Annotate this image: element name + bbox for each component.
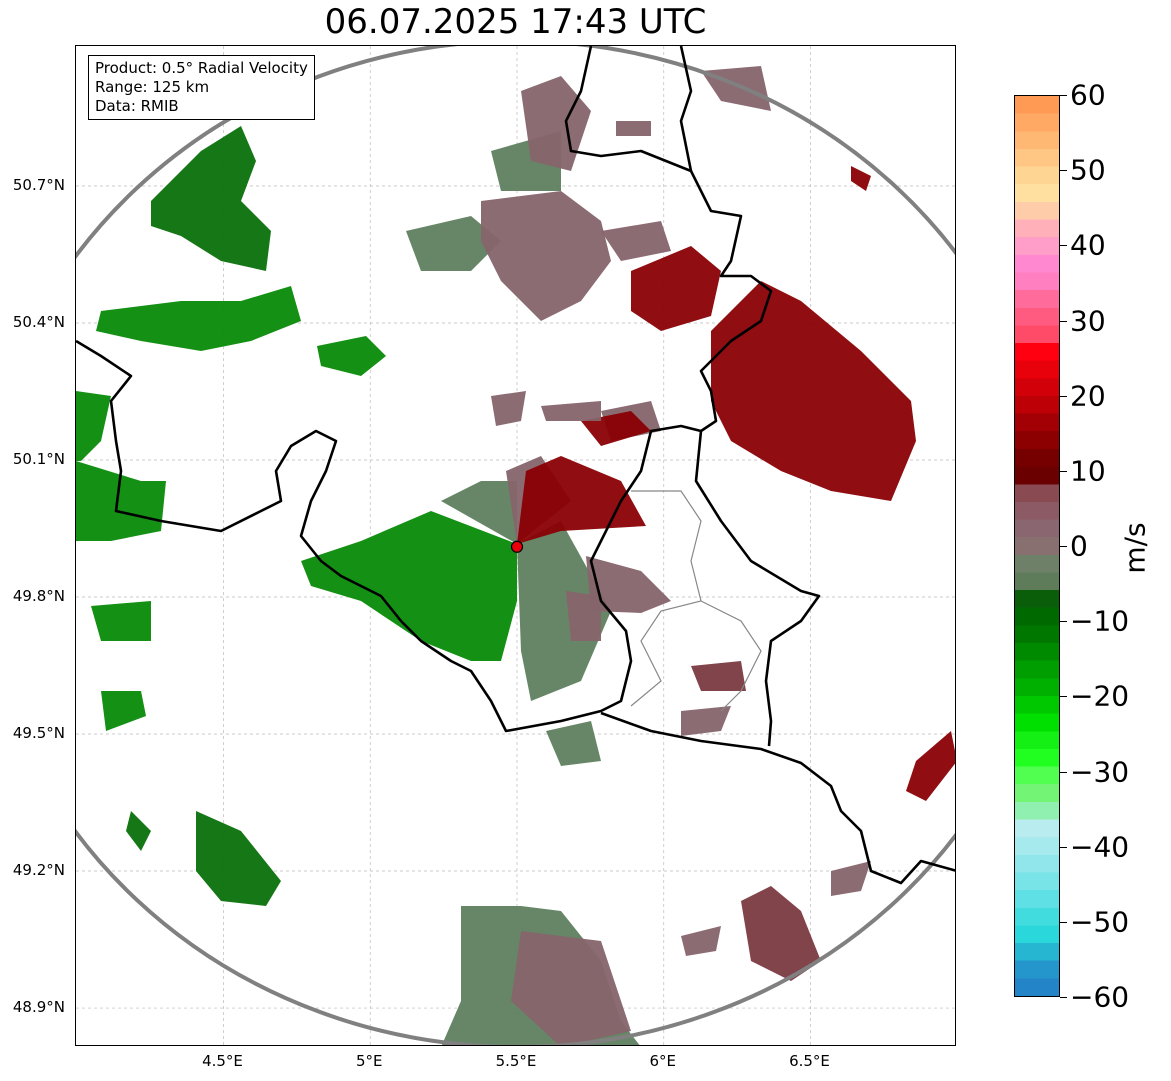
- radar-echo: [541, 401, 601, 421]
- country-border: [600, 711, 955, 885]
- radar-echo: [631, 246, 721, 331]
- radar-echo: [601, 221, 671, 261]
- colorbar-tick-label: 10: [1070, 454, 1106, 488]
- radar-echo: [406, 216, 501, 271]
- colorbar-tick: [1060, 95, 1067, 96]
- colorbar-tick-label: −20: [1070, 679, 1130, 713]
- lon-tick-label: 4.5°E: [202, 1052, 243, 1070]
- colorbar-tick: [1060, 395, 1067, 397]
- lat-tick-label: 49.5°N: [12, 724, 65, 743]
- colorbar-tick: [1060, 546, 1067, 547]
- radar-echo: [711, 281, 916, 501]
- colorbar-tick-label: −40: [1070, 830, 1130, 864]
- colorbar-tick: [1060, 846, 1067, 848]
- country-border: [694, 430, 821, 747]
- radar-echo: [521, 76, 591, 171]
- colorbar-tick: [1060, 696, 1067, 698]
- colorbar-tick-label: −50: [1070, 905, 1130, 939]
- colorbar-tick: [1060, 621, 1067, 623]
- radar-echo: [831, 861, 871, 896]
- lat-tick-label: 49.8°N: [12, 587, 65, 605]
- radar-echo: [681, 706, 731, 736]
- radar-echo: [76, 391, 111, 461]
- radar-echo: [301, 511, 517, 661]
- colorbar-tick-label: 40: [1070, 228, 1106, 262]
- colorbar-tick: [1060, 997, 1067, 998]
- radar-echo: [616, 121, 651, 136]
- lon-tick-label: 6.5°E: [789, 1052, 830, 1070]
- radar-echo: [196, 811, 281, 906]
- radar-map-canvas: [76, 46, 955, 1045]
- colorbar-tick: [1060, 470, 1067, 472]
- chart-title: 06.07.2025 17:43 UTC: [324, 2, 707, 42]
- radar-echo: [517, 456, 646, 544]
- colorbar-tick-label: −60: [1070, 980, 1130, 1014]
- lon-tick-label: 5.5°E: [495, 1052, 537, 1070]
- colorbar-tick-label: 60: [1070, 78, 1106, 112]
- lat-tick-label: 50.1°N: [12, 450, 65, 468]
- radar-echo: [566, 591, 601, 641]
- lat-tick-label: 48.9°N: [12, 998, 65, 1017]
- radar-echo: [586, 556, 671, 613]
- colorbar-tick-label: −30: [1070, 755, 1130, 788]
- colorbar-tick: [1060, 170, 1067, 172]
- country-border: [679, 46, 693, 172]
- radar-echo: [126, 811, 151, 851]
- radar-echo: [317, 336, 386, 376]
- radar-echo: [481, 191, 611, 321]
- colorbar-tick: [1060, 320, 1067, 322]
- radar-echo: [851, 166, 871, 191]
- lon-tick-label: 5°E: [355, 1052, 383, 1070]
- radar-echo: [511, 931, 631, 1045]
- radar-echo: [76, 461, 166, 541]
- info-range: Range: 125 km: [95, 78, 210, 96]
- lat-tick-label: 49.2°N: [12, 861, 65, 880]
- colorbar-tick-label: 20: [1070, 379, 1106, 413]
- colorbar-tick: [1060, 245, 1067, 247]
- radar-echo: [441, 481, 517, 544]
- lon-tick-label: 6°E: [649, 1052, 677, 1070]
- lat-tick-label: 50.7°N: [12, 175, 65, 194]
- radar-echo: [96, 286, 301, 351]
- radar-echo: [91, 601, 151, 641]
- colorbar-tick: [1060, 771, 1067, 773]
- radar-echo: [741, 886, 821, 981]
- colorbar-unit-label: m/s: [1118, 522, 1152, 574]
- radar-echo: [701, 66, 771, 111]
- radar-echo: [491, 391, 526, 426]
- lat-tick-label: 50.4°N: [12, 312, 65, 331]
- info-product: Product: 0.5° Radial Velocity: [95, 59, 308, 77]
- country-border: [76, 46, 773, 733]
- info-data-source: Data: RMIB: [95, 97, 179, 115]
- colorbar-tick-label: 0: [1070, 529, 1088, 563]
- radar-echo: [101, 691, 146, 731]
- colorbar: [1014, 95, 1060, 997]
- province-border: [700, 600, 762, 712]
- info-box: Product: 0.5° Radial Velocity Range: 125…: [88, 55, 315, 120]
- radar-map[interactable]: [75, 45, 956, 1046]
- radar-echo: [691, 661, 746, 691]
- colorbar-tick: [1060, 921, 1067, 923]
- colorbar-tick-label: −10: [1070, 604, 1130, 638]
- colorbar-tick-label: 30: [1070, 304, 1106, 337]
- radar-echo: [906, 731, 955, 801]
- radar-echo: [681, 926, 721, 956]
- radar-echo: [546, 721, 601, 766]
- colorbar-tick-label: 50: [1070, 153, 1106, 187]
- radar-echo: [151, 126, 271, 271]
- radar-echo: [517, 521, 611, 701]
- radar-site-marker: [510, 540, 524, 553]
